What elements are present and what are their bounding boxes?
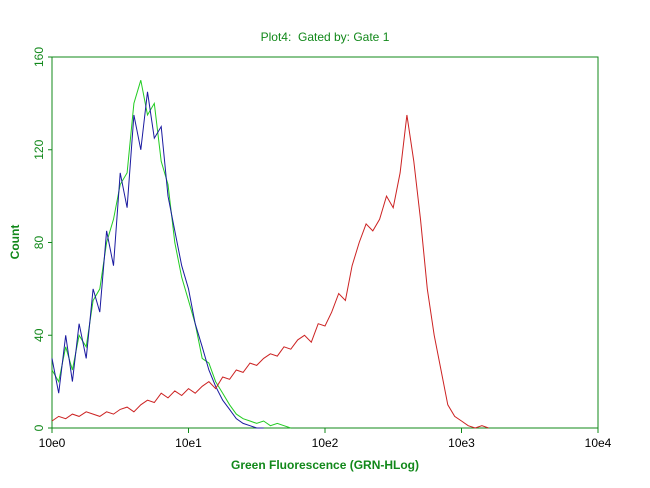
y-tick-label: 40 (32, 328, 46, 342)
chart-title: Plot4: Gated by: Gate 1 (261, 30, 390, 44)
x-tick-label: 10e2 (312, 436, 339, 450)
y-tick-label: 80 (32, 236, 46, 250)
series-line (51, 114, 489, 429)
x-tick-label: 10e4 (585, 436, 612, 450)
x-tick-label: 10e1 (175, 436, 202, 450)
y-axis-label: Count (8, 225, 22, 260)
x-tick-label: 10e0 (39, 436, 66, 450)
y-tick-label: 160 (32, 47, 46, 67)
x-tick-label: 10e3 (448, 436, 475, 450)
y-tick-label: 0 (32, 424, 46, 431)
y-tick-label: 120 (32, 139, 46, 159)
plot-frame (51, 56, 599, 429)
series-line (51, 80, 291, 429)
x-axis-label: Green Fluorescence (GRN-HLog) (231, 458, 419, 472)
series-line (51, 91, 264, 429)
